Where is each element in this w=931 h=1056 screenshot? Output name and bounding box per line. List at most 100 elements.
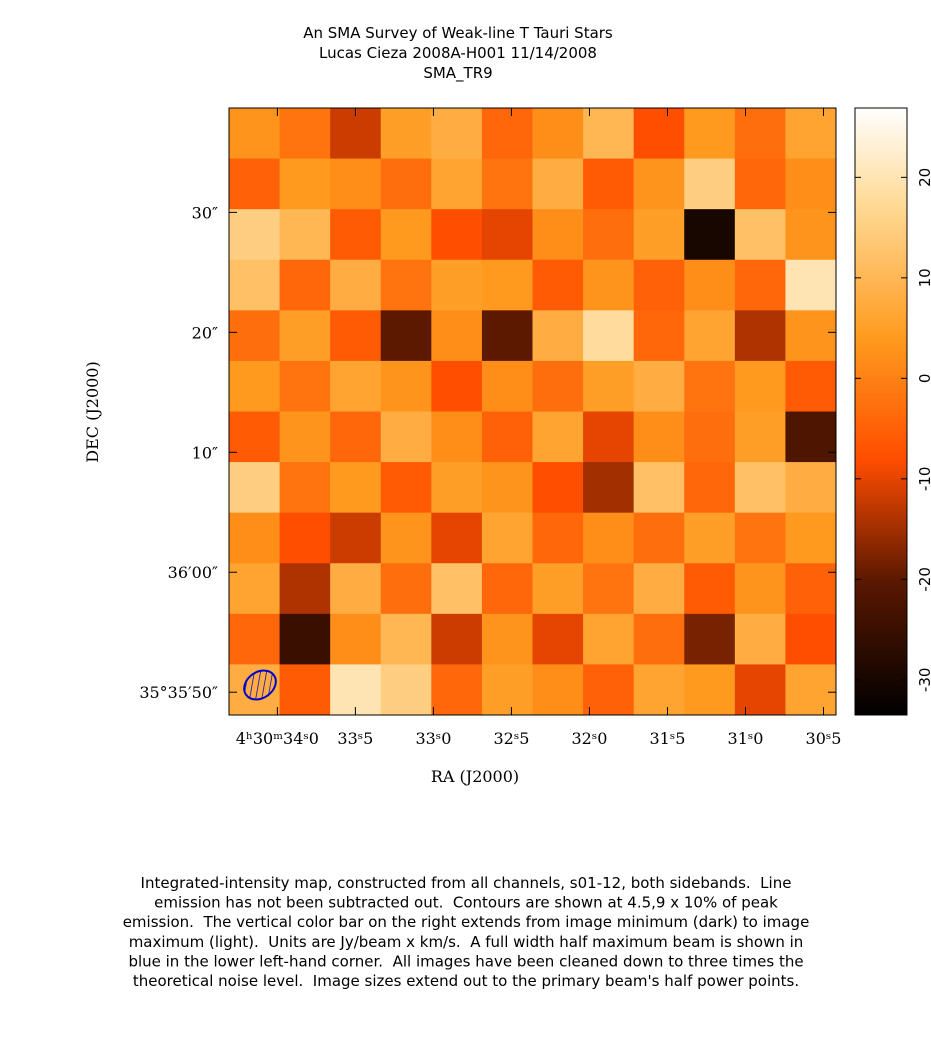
cell (481, 310, 533, 362)
x-tick-label: 4ʰ30ᵐ34ˢ0 (236, 729, 319, 748)
cell (380, 613, 432, 665)
cell (734, 512, 786, 564)
cell (380, 158, 432, 210)
x-tick-label: 31ˢ0 (728, 729, 764, 748)
cell (785, 664, 837, 716)
cell (583, 664, 635, 716)
cell (633, 310, 685, 362)
colorbar (854, 107, 908, 716)
cell (330, 411, 382, 463)
cell (633, 563, 685, 615)
cell (684, 310, 736, 362)
cell (532, 108, 584, 160)
cell (431, 310, 483, 362)
cell (684, 360, 736, 412)
cell (583, 613, 635, 665)
colorbar-tick-label: -10 (916, 467, 931, 492)
cell (785, 411, 837, 463)
cell (279, 360, 331, 412)
plot-frame (228, 107, 837, 716)
caption-line: theoretical noise level. Image sizes ext… (133, 972, 799, 990)
cell (431, 108, 483, 160)
cell (279, 462, 331, 514)
cell (583, 411, 635, 463)
ticks: 4ʰ30ᵐ34ˢ0 33ˢ5 33ˢ0 32ˢ5 32ˢ0 31ˢ5 31ˢ0 30ˢ5 35°… (139, 108, 931, 748)
cell (785, 158, 837, 210)
cell (431, 613, 483, 665)
cell (330, 360, 382, 412)
cell (532, 360, 584, 412)
cell (734, 209, 786, 261)
cell (380, 563, 432, 615)
cell (229, 613, 281, 665)
cell (734, 664, 786, 716)
cell (380, 108, 432, 160)
cell (785, 512, 837, 564)
cell (481, 613, 533, 665)
title-line: Lucas Cieza 2008A-H001 11/14/2008 (319, 44, 597, 62)
cell (380, 664, 432, 716)
caption-line: emission. The vertical color bar on the … (123, 913, 810, 931)
x-tick-label: 32ˢ5 (493, 729, 529, 748)
cell (431, 563, 483, 615)
cell (684, 411, 736, 463)
cell (279, 209, 331, 261)
caption-line: maximum (light). Units are Jy/beam x km/… (129, 933, 804, 951)
cell (431, 259, 483, 311)
cell (734, 411, 786, 463)
cell (330, 209, 382, 261)
caption-line: emission has not been subtracted out. Co… (154, 894, 778, 912)
cell (684, 108, 736, 160)
cell (633, 108, 685, 160)
cell (633, 613, 685, 665)
cell (481, 259, 533, 311)
cell (229, 411, 281, 463)
cell (279, 563, 331, 615)
beam (243, 669, 277, 701)
x-tick-label: 32ˢ0 (571, 729, 607, 748)
y-tick-label: 35°35′50″ (139, 683, 218, 702)
cell (481, 512, 533, 564)
cell (279, 613, 331, 665)
cell (734, 462, 786, 514)
cell (684, 462, 736, 514)
cell (380, 209, 432, 261)
cell (734, 259, 786, 311)
cell (380, 259, 432, 311)
cell (229, 563, 281, 615)
y-tick-label: 30″ (192, 203, 218, 222)
cell (684, 664, 736, 716)
cell (532, 512, 584, 564)
cell (532, 613, 584, 665)
cell (532, 158, 584, 210)
cell (380, 310, 432, 362)
cell (532, 462, 584, 514)
caption-line: Integrated-intensity map, constructed fr… (141, 874, 792, 892)
cell (633, 462, 685, 514)
cell (583, 158, 635, 210)
cell (633, 158, 685, 210)
cell (583, 512, 635, 564)
cell (583, 563, 635, 615)
cell (583, 462, 635, 514)
cell (481, 360, 533, 412)
colorbar-tick-label: -20 (916, 567, 931, 592)
cell (380, 512, 432, 564)
cell (734, 360, 786, 412)
x-tick-label: 30ˢ5 (806, 729, 842, 748)
cell (785, 613, 837, 665)
cell (229, 108, 281, 160)
cell (481, 664, 533, 716)
colorbar-tick-label: 10 (916, 268, 931, 287)
cell (481, 411, 533, 463)
cell (684, 259, 736, 311)
cell (583, 310, 635, 362)
cell (229, 512, 281, 564)
cell (279, 411, 331, 463)
cell (785, 259, 837, 311)
cell (734, 158, 786, 210)
cell (785, 310, 837, 362)
cell (279, 259, 331, 311)
cell (481, 158, 533, 210)
